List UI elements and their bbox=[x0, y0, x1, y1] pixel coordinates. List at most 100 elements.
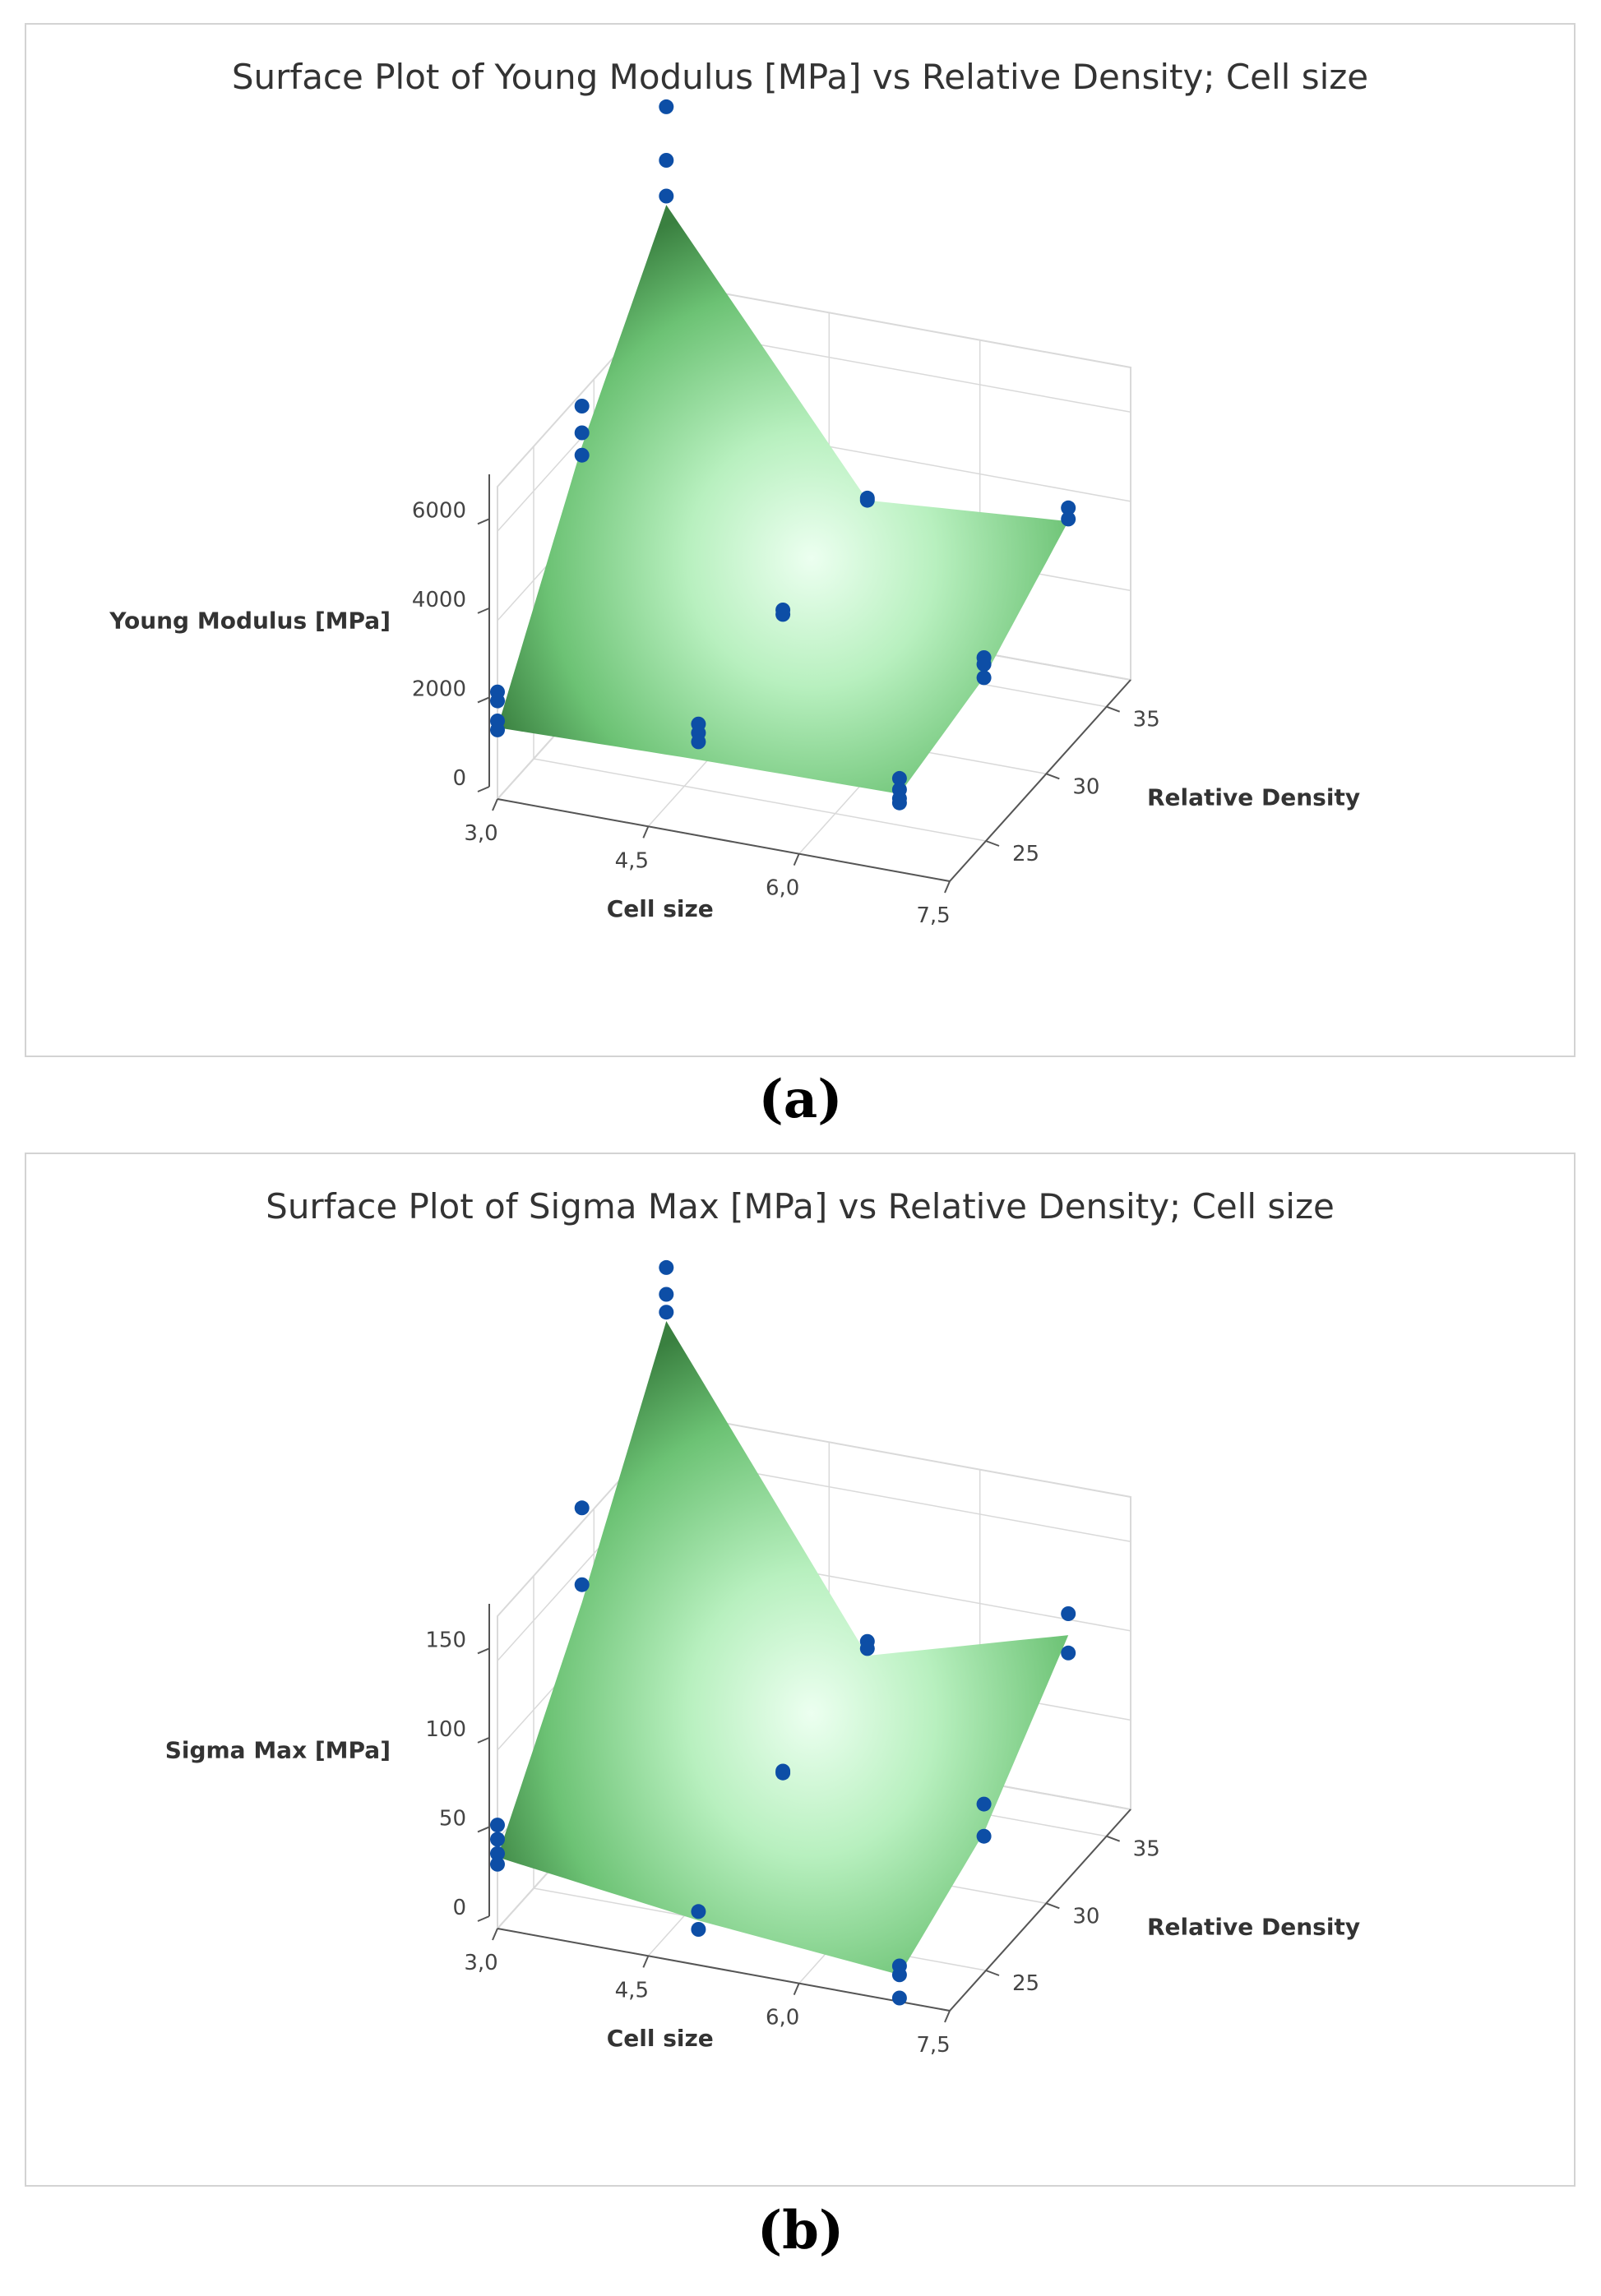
data-point bbox=[574, 399, 590, 413]
z-tick bbox=[477, 1736, 490, 1744]
y-axis-label: Relative Density bbox=[1147, 1914, 1360, 1941]
z-tick bbox=[477, 1826, 490, 1833]
z-tick-label: 50 bbox=[439, 1806, 466, 1831]
y-tick-label: 35 bbox=[1133, 1837, 1160, 1862]
y-tick-label: 25 bbox=[1012, 842, 1039, 866]
z-tick bbox=[477, 786, 490, 792]
y-tick bbox=[1045, 1902, 1060, 1910]
data-point bbox=[574, 1500, 590, 1516]
x-tick bbox=[642, 825, 650, 838]
data-point bbox=[691, 734, 706, 750]
y-tick bbox=[985, 1970, 1000, 1976]
surface-chart-b: Surface Plot of Sigma Max [MPa] vs Relat… bbox=[165, 1186, 1360, 2058]
data-point bbox=[659, 1287, 674, 1302]
chart-title: Surface Plot of Sigma Max [MPa] vs Relat… bbox=[266, 1186, 1335, 1227]
x-axis-line bbox=[497, 1928, 951, 2012]
surface-chart-a: Surface Plot of Young Modulus [MPa] vs R… bbox=[109, 57, 1368, 928]
y-tick bbox=[1045, 773, 1060, 780]
figure-caption-a: (a) bbox=[758, 1069, 843, 1130]
chart-panel-b: Surface Plot of Sigma Max [MPa] vs Relat… bbox=[25, 1153, 1576, 2187]
data-point bbox=[1061, 511, 1076, 527]
data-point bbox=[976, 1796, 992, 1812]
y-axis-line bbox=[949, 1809, 1131, 2012]
y-tick-label: 35 bbox=[1133, 708, 1160, 732]
data-point bbox=[891, 770, 907, 786]
y-tick-label: 25 bbox=[1012, 1971, 1039, 1996]
z-axis-label: Sigma Max [MPa] bbox=[165, 1736, 391, 1763]
data-point bbox=[976, 1828, 992, 1844]
z-tick bbox=[477, 607, 490, 614]
data-point bbox=[976, 657, 992, 672]
data-point bbox=[775, 607, 791, 622]
z-tick-label: 6000 bbox=[412, 498, 466, 523]
x-tick-label: 7,5 bbox=[916, 903, 950, 928]
y-axis-label: Relative Density bbox=[1147, 784, 1360, 811]
data-point bbox=[891, 795, 907, 811]
x-axis-label: Cell size bbox=[607, 2025, 714, 2052]
y-tick bbox=[1106, 705, 1121, 713]
x-tick bbox=[944, 2010, 951, 2023]
data-point bbox=[891, 1967, 907, 1983]
data-point bbox=[490, 1818, 505, 1833]
x-tick bbox=[642, 1955, 650, 1968]
y-tick-label: 30 bbox=[1072, 1904, 1099, 1929]
data-point bbox=[859, 1641, 875, 1656]
x-tick-label: 4,5 bbox=[615, 848, 649, 873]
z-tick-label: 150 bbox=[425, 1628, 466, 1652]
z-tick-label: 4000 bbox=[412, 588, 466, 612]
data-point bbox=[859, 492, 875, 508]
data-point bbox=[891, 1990, 907, 2006]
z-tick-label: 0 bbox=[452, 1896, 466, 1920]
data-point bbox=[659, 188, 674, 204]
x-tick-label: 7,5 bbox=[916, 2033, 950, 2058]
y-tick-label: 30 bbox=[1072, 774, 1099, 799]
data-point bbox=[1061, 500, 1076, 515]
x-tick bbox=[944, 880, 951, 894]
response-surface bbox=[497, 1321, 1069, 1975]
y-axis-line bbox=[949, 679, 1131, 882]
figure-caption-b: (b) bbox=[757, 2200, 844, 2261]
x-tick bbox=[492, 798, 498, 811]
x-axis-line bbox=[497, 798, 951, 882]
data-point bbox=[574, 425, 590, 441]
data-point bbox=[691, 1922, 706, 1937]
z-tick bbox=[477, 1915, 490, 1922]
x-axis-label: Cell size bbox=[607, 895, 714, 922]
data-point bbox=[775, 1765, 791, 1781]
data-point bbox=[490, 693, 505, 709]
data-point bbox=[691, 1904, 706, 1919]
z-tick-label: 0 bbox=[452, 766, 466, 791]
data-point bbox=[574, 1577, 590, 1592]
z-tick bbox=[477, 696, 490, 704]
x-tick bbox=[793, 1983, 800, 1996]
z-tick bbox=[477, 1647, 490, 1655]
chart-panel-a: Surface Plot of Young Modulus [MPa] vs R… bbox=[25, 23, 1576, 1057]
x-tick-label: 3,0 bbox=[464, 821, 497, 846]
x-tick-label: 6,0 bbox=[766, 876, 799, 901]
response-surface bbox=[497, 205, 1069, 794]
data-point bbox=[490, 722, 505, 737]
data-point bbox=[659, 1305, 674, 1320]
x-tick-label: 4,5 bbox=[615, 1978, 649, 2003]
z-tick bbox=[477, 518, 490, 525]
z-tick-label: 2000 bbox=[412, 677, 466, 701]
data-point bbox=[976, 670, 992, 686]
x-tick bbox=[492, 1928, 498, 1941]
y-tick bbox=[1106, 1835, 1121, 1842]
data-point bbox=[490, 1856, 505, 1872]
x-tick-label: 3,0 bbox=[464, 1951, 497, 1975]
data-point bbox=[574, 447, 590, 463]
data-point bbox=[1061, 1645, 1076, 1661]
data-point bbox=[1061, 1606, 1076, 1621]
data-point bbox=[490, 1846, 505, 1861]
z-tick-label: 100 bbox=[425, 1717, 466, 1742]
chart-title: Surface Plot of Young Modulus [MPa] vs R… bbox=[232, 57, 1368, 97]
x-tick-label: 6,0 bbox=[766, 2006, 799, 2030]
y-gridline bbox=[533, 446, 987, 842]
y-tick bbox=[985, 840, 1000, 847]
data-point bbox=[659, 1259, 674, 1275]
data-point bbox=[659, 99, 674, 114]
data-point bbox=[490, 1832, 505, 1847]
z-axis-label: Young Modulus [MPa] bbox=[109, 607, 391, 634]
data-point bbox=[659, 153, 674, 168]
